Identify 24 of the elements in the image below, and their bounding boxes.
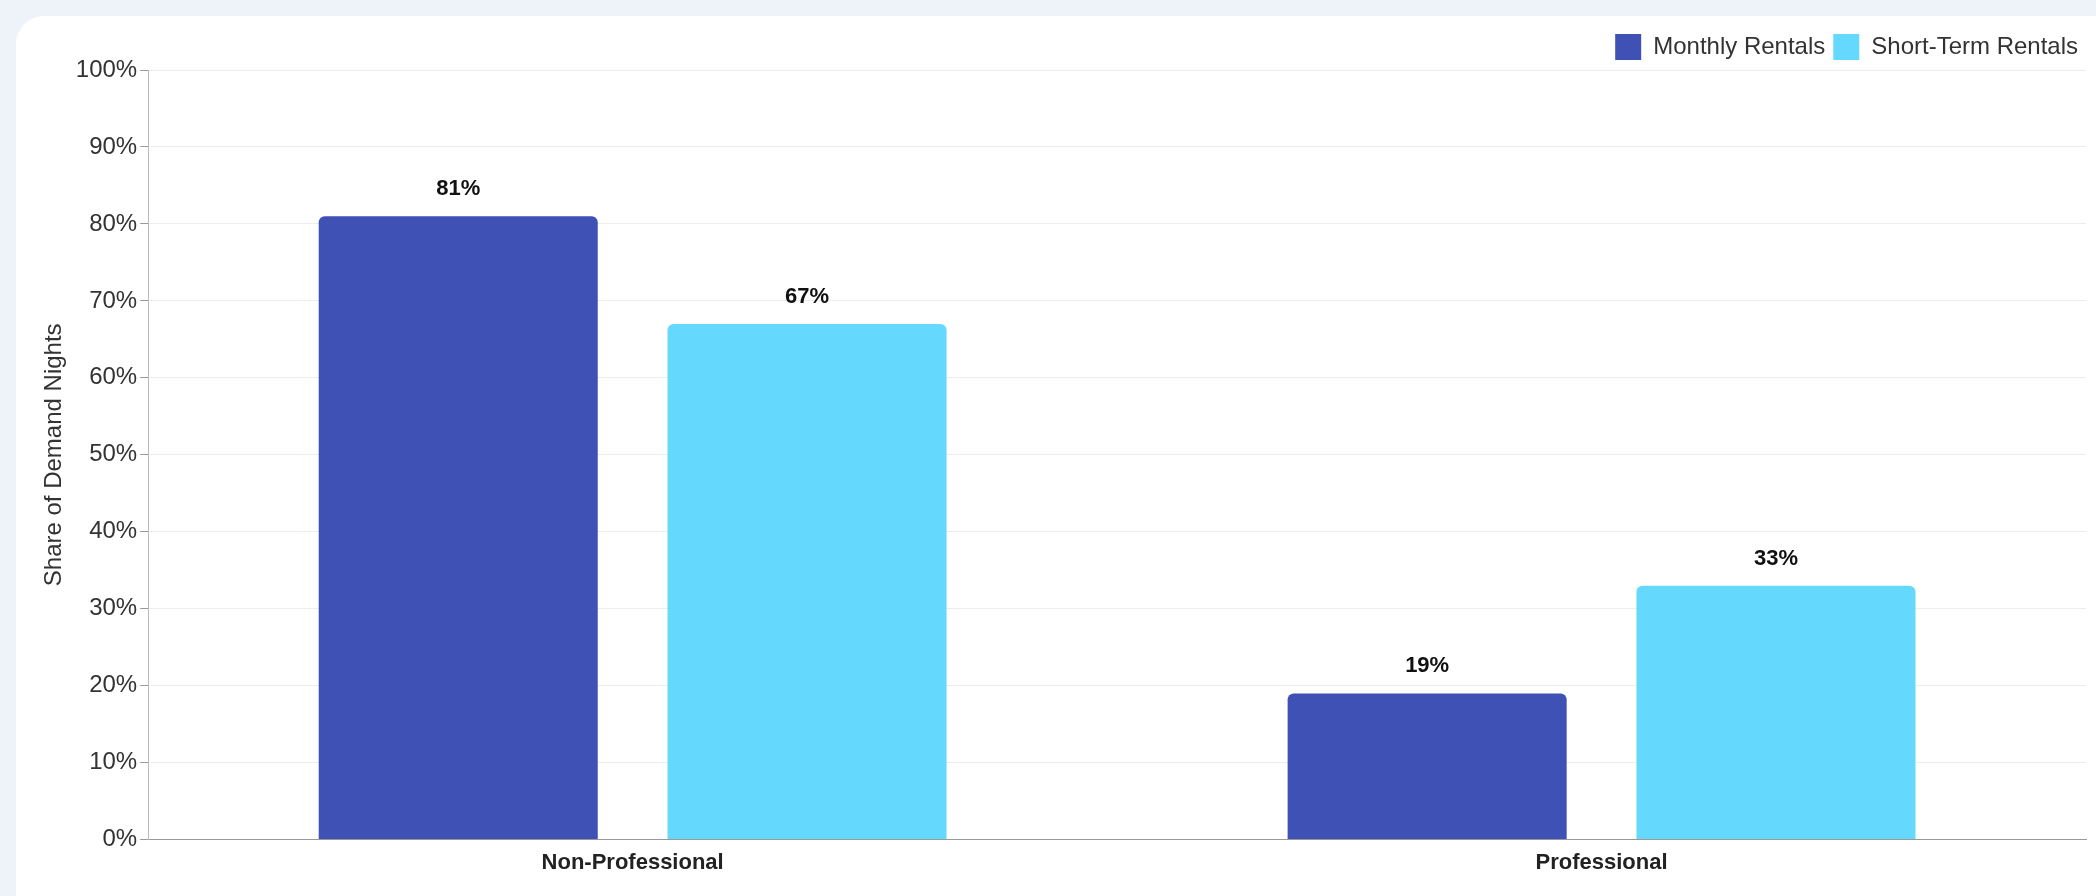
x-tick-label: Professional <box>1535 848 1668 874</box>
y-tick-label: 30% <box>89 593 138 621</box>
y-tick-label: 100% <box>75 54 138 82</box>
legend-label: Monthly Rentals <box>1653 31 1826 59</box>
y-tick-label: 40% <box>89 516 138 544</box>
data-label: 81% <box>436 175 481 201</box>
data-label: 19% <box>1405 652 1450 678</box>
y-tick-label: 0% <box>102 824 138 852</box>
y-axis-title: Share of Demand Nights <box>39 323 67 587</box>
y-tick-label: 90% <box>89 131 138 159</box>
y-tick-label: 60% <box>89 362 138 390</box>
y-tick-label: 70% <box>89 285 138 313</box>
bar <box>667 323 947 840</box>
bar <box>1636 585 1916 840</box>
y-tick-label: 20% <box>89 670 138 698</box>
y-tick-label: 50% <box>89 439 138 467</box>
data-label: 33% <box>1753 544 1798 570</box>
data-label: 67% <box>785 283 830 309</box>
bar <box>1287 693 1567 840</box>
x-tick-label: Non-Professional <box>541 848 724 874</box>
legend-label: Short-Term Rentals <box>1871 31 2078 59</box>
y-tick-label: 80% <box>89 208 138 236</box>
bar <box>318 216 598 840</box>
y-tick-label: 10% <box>89 747 138 775</box>
